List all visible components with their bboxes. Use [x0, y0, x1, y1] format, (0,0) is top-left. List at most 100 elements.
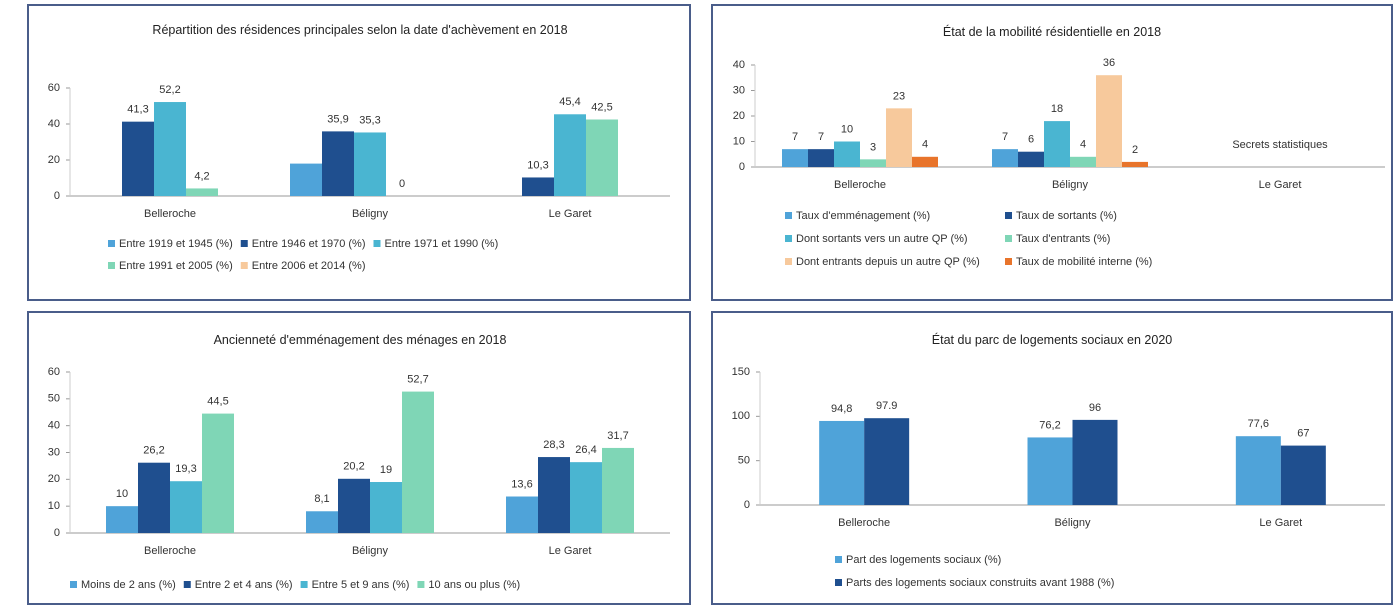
legend-swatch — [835, 579, 842, 586]
legend-swatch — [300, 581, 308, 588]
panel — [711, 311, 1393, 605]
x-tick-label: Belleroche — [144, 208, 196, 220]
legend-swatch — [108, 262, 115, 269]
bar — [1070, 156, 1096, 167]
bar — [1018, 151, 1044, 167]
bar — [290, 163, 322, 196]
y-tick-label: 40 — [48, 118, 60, 130]
legend-swatch — [70, 581, 77, 588]
y-tick-label: 20 — [48, 154, 60, 166]
data-label: 44,5 — [207, 395, 228, 407]
bar — [354, 132, 386, 196]
y-tick-label: 40 — [48, 420, 60, 432]
panel — [711, 4, 1393, 301]
data-label: 31,7 — [607, 430, 628, 442]
y-tick-label: 30 — [733, 84, 745, 96]
bar — [819, 420, 865, 505]
x-tick-label: Béligny — [1052, 179, 1089, 191]
legend-swatch — [785, 212, 792, 219]
x-tick-label: Le Garet — [549, 208, 592, 220]
bar — [1072, 419, 1118, 505]
data-label: 19,3 — [175, 463, 196, 475]
legend-swatch — [785, 235, 792, 242]
y-tick-label: 10 — [48, 500, 60, 512]
data-label: 26,4 — [575, 444, 596, 456]
data-label: 36 — [1103, 57, 1115, 69]
legend-label: Entre 5 et 9 ans (%) — [312, 579, 410, 591]
data-label: 7 — [818, 131, 824, 143]
x-tick-label: Belleroche — [834, 179, 886, 191]
legend-label: Taux d'emménagement (%) — [796, 210, 930, 222]
data-label: 2 — [1132, 144, 1138, 156]
legend-label: Parts des logements sociaux construits a… — [846, 577, 1114, 589]
x-tick-label: Béligny — [1054, 517, 1091, 529]
y-tick-label: 0 — [744, 499, 750, 511]
bar — [506, 496, 538, 533]
bar — [992, 149, 1018, 167]
legend-swatch — [1005, 258, 1012, 265]
chart-title: État du parc de logements sociaux en 202… — [931, 333, 1173, 347]
data-label: 45,4 — [559, 96, 580, 108]
panel — [27, 311, 691, 605]
data-label: 3 — [870, 141, 876, 153]
legend-swatch — [240, 240, 248, 247]
data-label: 19 — [380, 464, 392, 476]
bar — [370, 482, 402, 533]
legend-swatch — [108, 240, 115, 247]
bar — [1044, 121, 1070, 167]
data-label: 52,7 — [407, 373, 428, 385]
bar — [154, 102, 186, 196]
legend-label: Entre 2006 et 2014 (%) — [252, 260, 366, 272]
bar — [322, 131, 354, 196]
data-label: 42,5 — [591, 101, 612, 113]
bar — [912, 156, 938, 167]
bar — [338, 478, 370, 533]
data-label: 94,8 — [831, 403, 852, 415]
data-label: 28,3 — [543, 439, 564, 451]
y-tick-label: 50 — [48, 393, 60, 405]
y-tick-label: 0 — [739, 161, 745, 173]
bar — [860, 159, 886, 167]
x-tick-label: Le Garet — [1259, 517, 1302, 529]
legend-label: Moins de 2 ans (%) — [81, 579, 176, 591]
x-tick-label: Béligny — [352, 545, 389, 557]
data-label: 77,6 — [1248, 418, 1269, 430]
bar — [106, 506, 138, 533]
y-tick-label: 20 — [733, 110, 745, 122]
legend-label: Dont sortants vers un autre QP (%) — [796, 233, 968, 245]
y-tick-label: 10 — [733, 135, 745, 147]
data-label: 23 — [893, 90, 905, 102]
data-label: 7 — [792, 131, 798, 143]
bar — [1235, 436, 1281, 505]
bar — [306, 511, 338, 533]
data-label: 76,2 — [1039, 419, 1060, 431]
data-label: 26,2 — [143, 445, 164, 457]
bar — [1096, 75, 1122, 167]
y-tick-label: 0 — [54, 527, 60, 539]
bar — [586, 119, 618, 196]
legend-swatch — [1005, 212, 1012, 219]
bar — [1122, 161, 1148, 167]
x-tick-label: Béligny — [352, 208, 389, 220]
legend-swatch — [240, 262, 248, 269]
data-label: 67 — [1297, 427, 1309, 439]
data-label: 10 — [116, 488, 128, 500]
bar — [834, 141, 860, 167]
bar — [170, 481, 202, 533]
data-label: 0 — [399, 178, 405, 190]
bar — [782, 149, 808, 167]
bar — [1280, 445, 1326, 505]
y-tick-label: 60 — [48, 366, 60, 378]
data-label: 7 — [1002, 131, 1008, 143]
x-tick-label: Belleroche — [144, 545, 196, 557]
panel — [27, 4, 691, 301]
data-label: 8,1 — [314, 493, 329, 505]
data-label: 6 — [1028, 134, 1034, 146]
bar — [886, 108, 912, 167]
data-label: 10,3 — [527, 159, 548, 171]
data-label: 20,2 — [343, 461, 364, 473]
y-tick-label: 100 — [732, 410, 750, 422]
legend-label: Entre 1946 et 1970 (%) — [252, 238, 366, 250]
data-label: 13,6 — [511, 478, 532, 490]
